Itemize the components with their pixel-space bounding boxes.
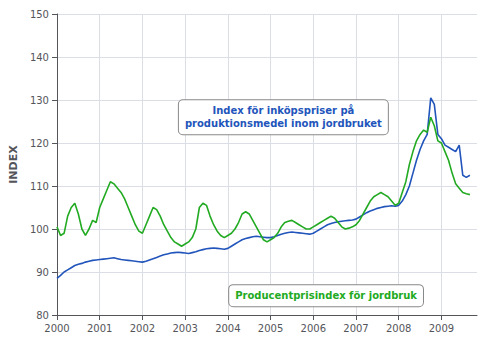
svg-text:2003: 2003 <box>172 323 197 334</box>
svg-text:80: 80 <box>36 310 49 321</box>
svg-text:90: 90 <box>36 267 49 278</box>
svg-text:130: 130 <box>30 95 49 106</box>
svg-text:2000: 2000 <box>44 323 69 334</box>
svg-text:Index för inköpspriser på: Index för inköpspriser på <box>212 104 354 116</box>
svg-text:100: 100 <box>30 224 49 235</box>
svg-text:2002: 2002 <box>130 323 155 334</box>
svg-text:Producentprisindex för jordbru: Producentprisindex för jordbruk <box>235 290 417 301</box>
svg-text:2007: 2007 <box>343 323 368 334</box>
svg-text:2008: 2008 <box>386 323 411 334</box>
svg-text:120: 120 <box>30 138 49 149</box>
svg-text:150: 150 <box>30 9 49 20</box>
svg-text:2004: 2004 <box>215 323 240 334</box>
svg-text:2006: 2006 <box>301 323 326 334</box>
svg-text:2009: 2009 <box>429 323 454 334</box>
svg-text:110: 110 <box>30 181 49 192</box>
svg-text:140: 140 <box>30 52 49 63</box>
svg-text:INDEX: INDEX <box>7 145 20 184</box>
svg-text:produktionsmedel inom jordbruk: produktionsmedel inom jordbruket <box>185 118 382 129</box>
svg-text:2001: 2001 <box>87 323 112 334</box>
svg-text:2005: 2005 <box>258 323 283 334</box>
